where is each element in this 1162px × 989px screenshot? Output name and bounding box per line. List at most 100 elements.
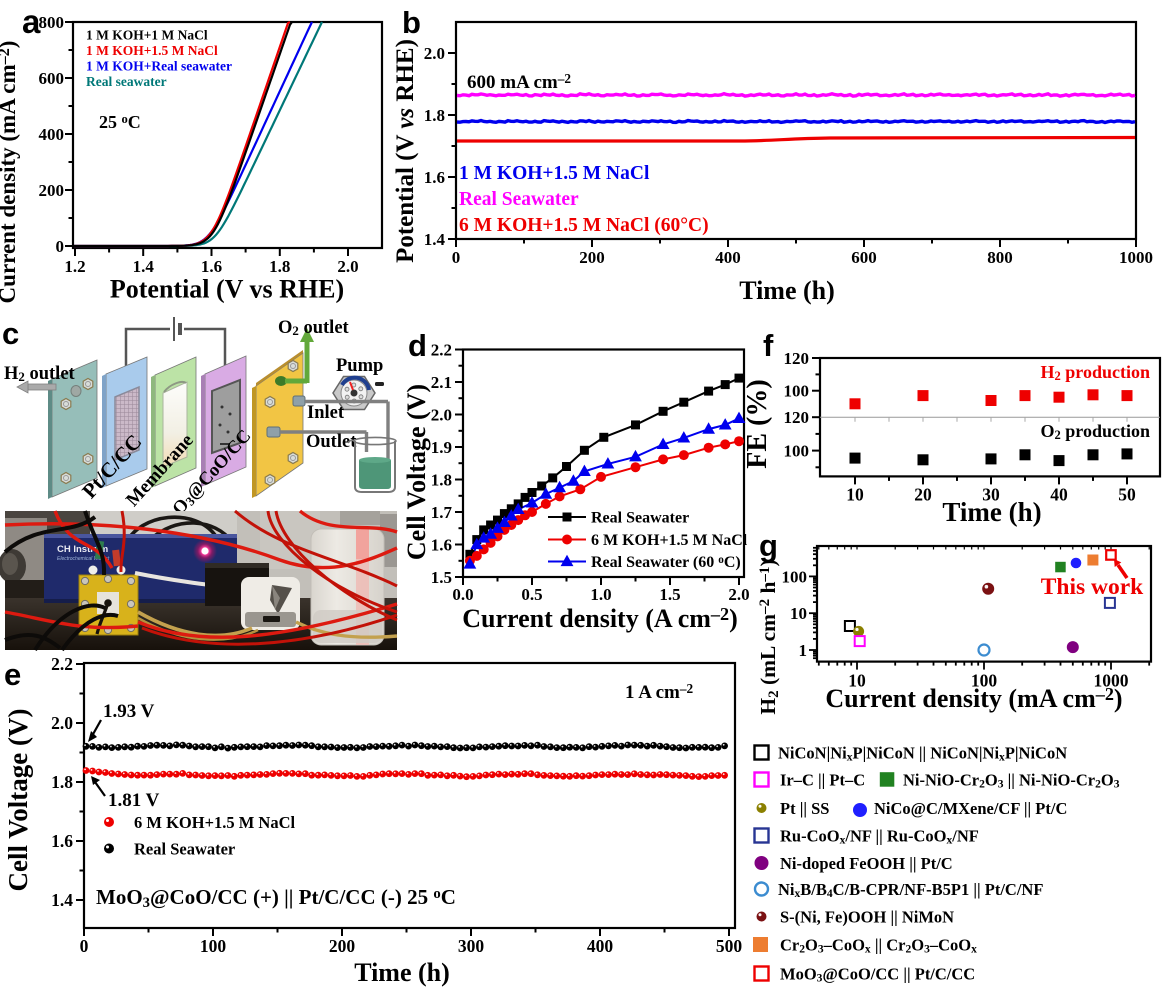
svg-text:1: 1 [799,641,808,660]
svg-text:1.5: 1.5 [431,568,452,587]
svg-text:10: 10 [848,671,866,691]
svg-text:1.0: 1.0 [590,585,611,604]
svg-text:O2 outlet: O2 outlet [278,318,350,338]
svg-text:120: 120 [784,349,810,368]
svg-text:Real Seawater (60 oC): Real Seawater (60 oC) [591,554,741,571]
svg-text:a: a [22,3,41,40]
svg-text:40: 40 [1050,484,1068,504]
svg-text:Current density (A cm–2): Current density (A cm–2) [462,604,738,633]
svg-text:0: 0 [452,248,461,267]
svg-text:1000: 1000 [1094,671,1129,691]
svg-text:600 mA cm–2: 600 mA cm–2 [467,71,571,93]
svg-text:100: 100 [784,442,810,461]
svg-text:Ru-CoOx/NF || Ru-CoOx/NF: Ru-CoOx/NF || Ru-CoOx/NF [780,827,979,847]
svg-text:2.2: 2.2 [431,341,452,360]
svg-text:Pt || SS: Pt || SS [780,799,829,818]
svg-text:This work: This work [1041,574,1144,600]
svg-text:1 M KOH+1 M NaCl: 1 M KOH+1 M NaCl [86,28,208,43]
svg-text:1.4: 1.4 [133,257,155,276]
svg-text:800: 800 [39,13,65,32]
svg-text:Current density (mA cm–2): Current density (mA cm–2) [0,41,20,304]
svg-text:1.7: 1.7 [431,503,453,522]
svg-text:NixB/B4C/B-CPR/NF-B5P1 || Pt/C: NixB/B4C/B-CPR/NF-B5P1 || Pt/C/NF [778,880,1043,900]
svg-text:Pump: Pump [336,356,383,376]
svg-text:FE (%): FE (%) [742,379,773,468]
svg-text:1.6: 1.6 [51,831,73,851]
svg-text:1.6: 1.6 [431,536,452,555]
svg-text:20: 20 [914,484,932,504]
svg-text:Cell Voltage (V): Cell Voltage (V) [402,384,431,560]
svg-text:c: c [2,316,19,351]
svg-text:Ni-NiO-Cr2O3 || Ni-NiO-Cr2O3: Ni-NiO-Cr2O3 || Ni-NiO-Cr2O3 [903,771,1120,791]
svg-text:1.8: 1.8 [269,257,290,276]
svg-text:1 M KOH+Real seawater: 1 M KOH+Real seawater [86,59,232,74]
svg-text:6 M KOH+1.5 M NaCl: 6 M KOH+1.5 M NaCl [134,813,296,832]
svg-text:Real Seawater: Real Seawater [134,840,235,859]
svg-text:600: 600 [39,69,65,88]
svg-text:1 A cm–2: 1 A cm–2 [625,681,694,703]
svg-text:2.0: 2.0 [337,257,358,276]
svg-text:1.4: 1.4 [424,230,446,249]
svg-text:CH Instrum: CH Instrum [57,544,108,555]
svg-text:2.0: 2.0 [51,713,73,733]
svg-text:100: 100 [784,382,810,401]
svg-text:O2 production: O2 production [1040,421,1150,442]
svg-text:Ni-doped FeOOH || Pt/C: Ni-doped FeOOH || Pt/C [780,854,953,873]
svg-text:e: e [4,657,21,692]
svg-text:30: 30 [982,484,1000,504]
svg-text:1.5: 1.5 [659,585,680,604]
svg-text:Time (h): Time (h) [354,958,450,987]
svg-text:400: 400 [39,125,65,144]
svg-text:2.0: 2.0 [431,406,452,425]
svg-text:NiCo@C/MXene/CF || Pt/C: NiCo@C/MXene/CF || Pt/C [874,799,1067,818]
svg-text:g: g [759,528,778,563]
svg-text:2.1: 2.1 [431,373,452,392]
svg-text:Inlet: Inlet [307,403,345,423]
svg-text:1.8: 1.8 [51,772,73,792]
svg-text:Potential (V vs RHE): Potential (V vs RHE) [110,275,344,304]
svg-text:800: 800 [987,248,1013,267]
svg-text:f: f [763,328,774,363]
svg-text:1.9: 1.9 [431,438,452,457]
svg-text:H2 production: H2 production [1040,362,1150,383]
svg-text:600: 600 [851,248,877,267]
svg-text:120: 120 [784,408,810,427]
svg-text:400: 400 [715,248,741,267]
svg-text:200: 200 [579,248,605,267]
svg-text:1 M KOH+1.5 M NaCl: 1 M KOH+1.5 M NaCl [86,43,218,58]
svg-text:0: 0 [80,936,89,956]
svg-text:1.4: 1.4 [51,890,73,910]
svg-text:Current density (mA cm–2): Current density (mA cm–2) [825,684,1122,713]
svg-text:Real Seawater: Real Seawater [459,189,579,210]
svg-text:Time (h): Time (h) [942,497,1041,527]
svg-text:MoO3@CoO/CC || Pt/C/CC: MoO3@CoO/CC || Pt/C/CC [780,965,975,985]
svg-text:2.0: 2.0 [424,44,445,63]
svg-text:1.81 V: 1.81 V [108,790,160,811]
svg-text:1.8: 1.8 [424,106,445,125]
svg-text:1000: 1000 [1119,248,1153,267]
svg-text:Cr2O3–CoOx || Cr2O3–CoOx: Cr2O3–CoOx || Cr2O3–CoOx [780,936,977,956]
svg-text:10: 10 [790,604,807,623]
svg-text:10: 10 [846,484,864,504]
svg-text:200: 200 [329,936,356,956]
svg-text:Real seawater: Real seawater [86,74,167,89]
svg-text:0.5: 0.5 [521,585,542,604]
svg-text:NiCoN|NixP|NiCoN || NiCoN|NixP: NiCoN|NixP|NiCoN || NiCoN|NixP|NiCoN [778,744,1067,764]
svg-text:Outlet: Outlet [306,432,357,452]
svg-text:400: 400 [587,936,614,956]
svg-text:6 M KOH+1.5 M NaCl: 6 M KOH+1.5 M NaCl [591,532,748,549]
svg-text:50: 50 [1118,484,1136,504]
svg-text:300: 300 [458,936,485,956]
svg-text:1.8: 1.8 [431,471,452,490]
svg-text:Time (h): Time (h) [739,276,835,305]
svg-text:500: 500 [716,936,743,956]
svg-text:0: 0 [56,237,65,256]
svg-text:1.2: 1.2 [64,257,85,276]
svg-text:Ir–C || Pt–C: Ir–C || Pt–C [780,771,865,790]
svg-text:25 oC: 25 oC [99,112,141,132]
svg-text:0.0: 0.0 [452,585,473,604]
svg-text:1.6: 1.6 [424,168,445,187]
svg-text:d: d [408,328,427,363]
svg-text:6 M KOH+1.5 M NaCl (60°C): 6 M KOH+1.5 M NaCl (60°C) [459,215,709,236]
svg-text:100: 100 [782,567,808,586]
